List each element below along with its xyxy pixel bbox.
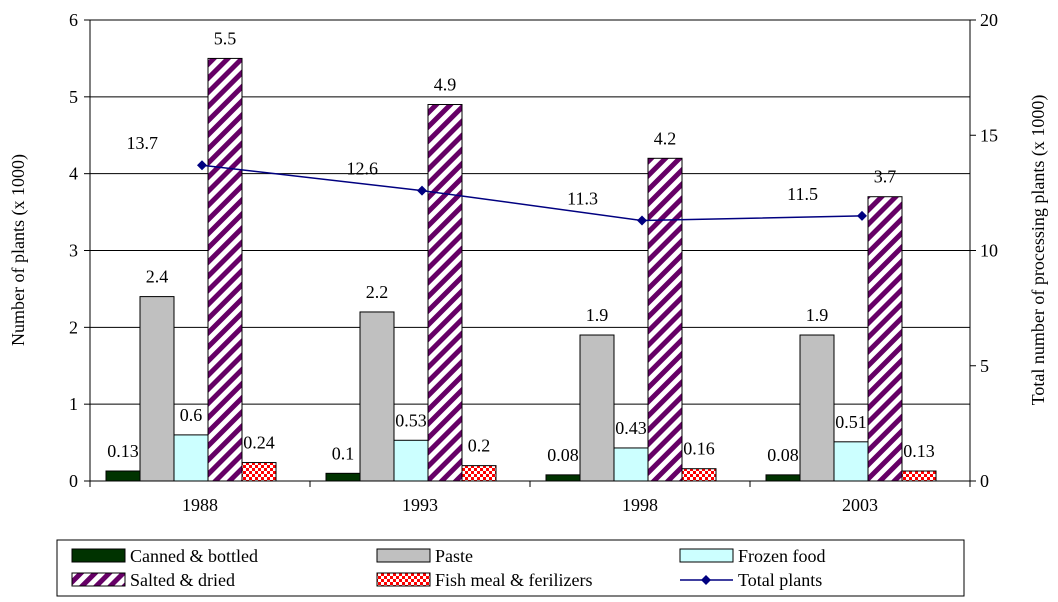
y-tick-label: 5 <box>69 87 78 107</box>
bar <box>461 465 497 482</box>
legend-label: Salted & dried <box>130 570 235 590</box>
bar <box>545 474 581 482</box>
bar <box>105 470 141 482</box>
legend-swatch <box>679 548 734 563</box>
bar <box>681 468 717 482</box>
y2-tick-label: 0 <box>980 471 989 491</box>
bar-label: 0.24 <box>243 433 275 453</box>
legend: Canned & bottled Paste Frozen food Salted &… <box>56 539 965 597</box>
bar <box>799 334 835 482</box>
bar-label: 1.9 <box>806 305 829 325</box>
y2-tick-label: 15 <box>980 125 998 145</box>
right-axis: 0 5 10 15 20 <box>970 10 998 491</box>
bar <box>241 462 277 482</box>
bar-label: 5.5 <box>214 28 237 48</box>
y2-axis-title: Total number of processing plants (x 100… <box>1028 95 1049 406</box>
legend-swatch <box>376 548 431 563</box>
y2-tick-label: 10 <box>980 241 998 261</box>
bars <box>105 57 937 482</box>
total-plants-label: 11.5 <box>787 184 818 204</box>
x-tick-label: 1988 <box>182 495 218 515</box>
y-tick-label: 0 <box>69 471 78 491</box>
y2-tick-label: 20 <box>980 10 998 30</box>
legend-swatch <box>71 572 126 587</box>
y-tick-label: 1 <box>69 394 78 414</box>
bar-label: 4.9 <box>434 75 457 95</box>
x-tick-label: 2003 <box>842 495 878 515</box>
bar <box>359 311 395 482</box>
bar-label: 0.08 <box>547 445 579 465</box>
legend-label: Canned & bottled <box>130 546 258 566</box>
y-tick-label: 2 <box>69 317 78 337</box>
bar-label: 3.7 <box>874 167 897 187</box>
x-tick-label: 1998 <box>622 495 658 515</box>
total-plants-point <box>637 215 647 226</box>
legend-swatch <box>71 548 126 563</box>
bar <box>647 157 683 482</box>
total-plants-point <box>857 210 867 221</box>
bar <box>173 434 209 482</box>
bar-label: 2.4 <box>146 267 169 287</box>
bar-label: 0.1 <box>332 443 355 463</box>
bar <box>765 474 801 482</box>
bar <box>207 57 243 482</box>
total-plants-label: 11.3 <box>567 189 598 209</box>
bar <box>393 439 429 482</box>
x-axis: 1988 1993 1998 2003 <box>89 481 971 515</box>
bar-label: 0.43 <box>615 418 647 438</box>
y-tick-label: 4 <box>69 164 78 184</box>
bar-label: 0.08 <box>767 445 799 465</box>
y2-tick-label: 5 <box>980 356 989 376</box>
bar <box>579 334 615 482</box>
bar-label: 0.13 <box>107 441 139 461</box>
bar <box>833 441 869 482</box>
bar <box>325 472 361 482</box>
bar-label: 0.51 <box>835 412 867 432</box>
legend-box <box>56 539 965 597</box>
bar-label: 1.9 <box>586 305 609 325</box>
bar-label: 0.6 <box>180 405 203 425</box>
legend-marker <box>701 575 711 585</box>
bar-label: 2.2 <box>366 282 389 302</box>
bar <box>901 470 937 482</box>
bar-label: 0.2 <box>468 436 491 456</box>
legend-label: Total plants <box>738 570 822 590</box>
total-plants-label: 12.6 <box>347 159 379 179</box>
legend-label: Frozen food <box>738 546 825 566</box>
bar-label: 0.53 <box>395 410 427 430</box>
x-tick-label: 1993 <box>402 495 438 515</box>
bar <box>613 447 649 482</box>
bar-label: 0.16 <box>683 439 715 459</box>
bar <box>427 104 463 482</box>
legend-swatch <box>376 572 431 587</box>
y-tick-label: 6 <box>69 10 78 30</box>
legend-label: Fish meal & ferilizers <box>435 570 592 590</box>
y-tick-label: 3 <box>69 241 78 261</box>
legend-label: Paste <box>435 546 473 566</box>
total-line: 13.7 12.6 11.3 11.5 <box>127 133 867 226</box>
y-axis-title: Number of plants (x 1000) <box>8 154 29 346</box>
bar <box>139 296 175 482</box>
total-plants-line <box>201 164 863 222</box>
total-plants-point <box>197 160 207 171</box>
total-plants-point <box>417 185 427 196</box>
left-axis: 0 1 2 3 4 5 6 <box>69 10 90 491</box>
bar-label: 4.2 <box>654 128 677 148</box>
bar-label: 0.13 <box>903 441 935 461</box>
bar <box>867 196 903 482</box>
bar-labels: 0.13 2.4 0.6 5.5 0.24 0.1 2.2 0.53 4.9 0.2 0.08 1.9… <box>107 28 935 464</box>
total-plants-label: 13.7 <box>127 133 159 153</box>
